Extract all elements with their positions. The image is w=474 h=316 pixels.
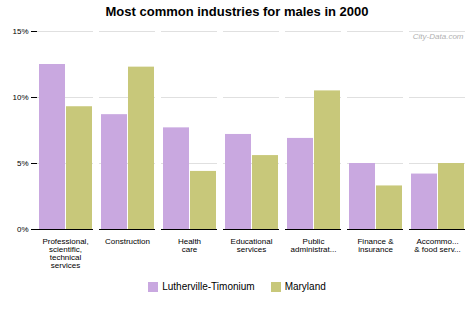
svg-text:Professional,scientific,techni: Professional,scientific,technicalservice… [42,237,88,270]
svg-text:Construction: Construction [105,237,150,246]
svg-text:15%: 15% [12,27,28,36]
html-text:Lutherville-Timonium: Lutherville-Timonium [162,281,255,292]
svg-text:Accommo...& food serv...: Accommo...& food serv... [414,237,461,254]
svg-text:5%: 5% [17,159,29,168]
svg-text:Publicadministrat...: Publicadministrat... [291,237,337,254]
svg-text:Healthcare: Healthcare [178,237,201,254]
svg-text:10%: 10% [12,93,28,102]
svg-text:Educationalservices: Educationalservices [231,237,273,254]
svg-text:Finance &insurance: Finance &insurance [357,237,394,254]
html-text:Maryland: Maryland [284,281,326,292]
html-text:Most common industries for mal: Most common industries for males in 2000 [105,4,369,19]
svg-text:0%: 0% [17,225,29,234]
svg-text:City-Data.com: City-Data.com [413,32,464,41]
